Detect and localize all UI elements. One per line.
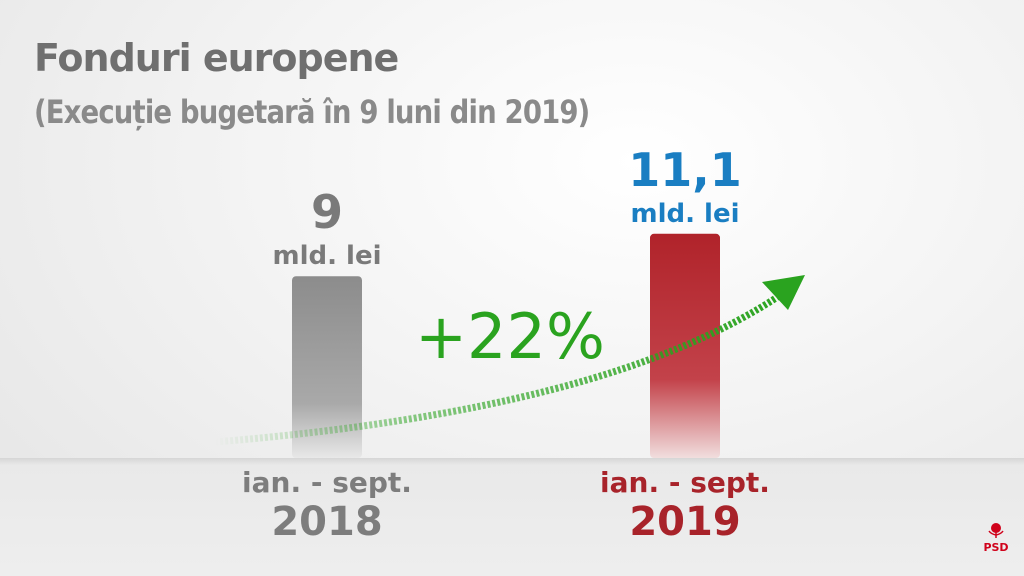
page-subtitle: (Execuție bugetară în 9 luni din 2019) xyxy=(34,93,590,131)
rose-icon xyxy=(988,523,1004,538)
period-label-2019: ian. - sept. xyxy=(600,466,770,499)
bar-2018 xyxy=(292,276,362,458)
category-label-2018: 2018 xyxy=(271,499,382,545)
value-label-2019: 11,1 xyxy=(628,143,742,197)
logo-text: PSD xyxy=(983,541,1009,554)
floor xyxy=(0,458,1024,576)
growth-arrow-line xyxy=(214,291,784,446)
period-label-2018: ian. - sept. xyxy=(242,466,412,499)
growth-arrow-head xyxy=(762,275,805,310)
change-label: +22% xyxy=(415,300,605,373)
category-label-2019: 2019 xyxy=(629,499,740,545)
page-title: Fonduri europene xyxy=(34,36,399,80)
value-label-2018: 9 xyxy=(311,185,343,239)
unit-label-2018: mld. lei xyxy=(272,241,381,271)
growth-arrow xyxy=(214,275,805,446)
psd-logo: PSD xyxy=(978,522,1014,553)
unit-label-2019: mld. lei xyxy=(630,199,739,229)
